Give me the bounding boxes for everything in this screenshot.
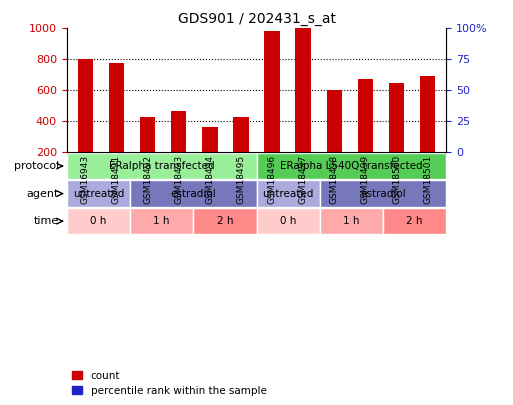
Text: 1 h: 1 h bbox=[343, 216, 360, 226]
Bar bbox=[109, 63, 124, 152]
Bar bbox=[140, 117, 155, 152]
Title: GDS901 / 202431_s_at: GDS901 / 202431_s_at bbox=[177, 12, 336, 26]
Bar bbox=[256, 180, 320, 207]
Bar bbox=[295, 28, 311, 152]
Bar bbox=[389, 83, 404, 152]
Text: 1 h: 1 h bbox=[153, 216, 170, 226]
Text: estradiol: estradiol bbox=[170, 189, 216, 198]
Bar bbox=[256, 153, 446, 179]
Bar bbox=[320, 208, 383, 234]
Text: ERalpha L540Q transfected: ERalpha L540Q transfected bbox=[280, 161, 423, 171]
Bar bbox=[202, 127, 218, 152]
Bar bbox=[130, 180, 256, 207]
Bar bbox=[67, 180, 130, 207]
Bar bbox=[233, 117, 249, 152]
Text: protocol: protocol bbox=[14, 161, 59, 171]
Text: ERalpha transfected: ERalpha transfected bbox=[109, 161, 214, 171]
Text: 2 h: 2 h bbox=[216, 216, 233, 226]
Bar bbox=[171, 111, 187, 152]
Text: untreated: untreated bbox=[263, 189, 314, 198]
Bar bbox=[77, 59, 93, 152]
Bar bbox=[420, 77, 436, 152]
Bar bbox=[193, 208, 256, 234]
Bar bbox=[326, 90, 342, 152]
Text: agent: agent bbox=[27, 189, 59, 198]
Text: untreated: untreated bbox=[73, 189, 124, 198]
Bar bbox=[130, 208, 193, 234]
Bar bbox=[383, 208, 446, 234]
Bar bbox=[358, 79, 373, 152]
Bar bbox=[320, 180, 446, 207]
Text: 0 h: 0 h bbox=[90, 216, 107, 226]
Legend: count, percentile rank within the sample: count, percentile rank within the sample bbox=[72, 371, 267, 396]
Bar bbox=[67, 208, 130, 234]
Text: 2 h: 2 h bbox=[406, 216, 423, 226]
Bar bbox=[256, 208, 320, 234]
Text: time: time bbox=[34, 216, 59, 226]
Text: 0 h: 0 h bbox=[280, 216, 297, 226]
Text: estradiol: estradiol bbox=[360, 189, 406, 198]
Bar bbox=[67, 153, 256, 179]
Bar bbox=[264, 32, 280, 152]
